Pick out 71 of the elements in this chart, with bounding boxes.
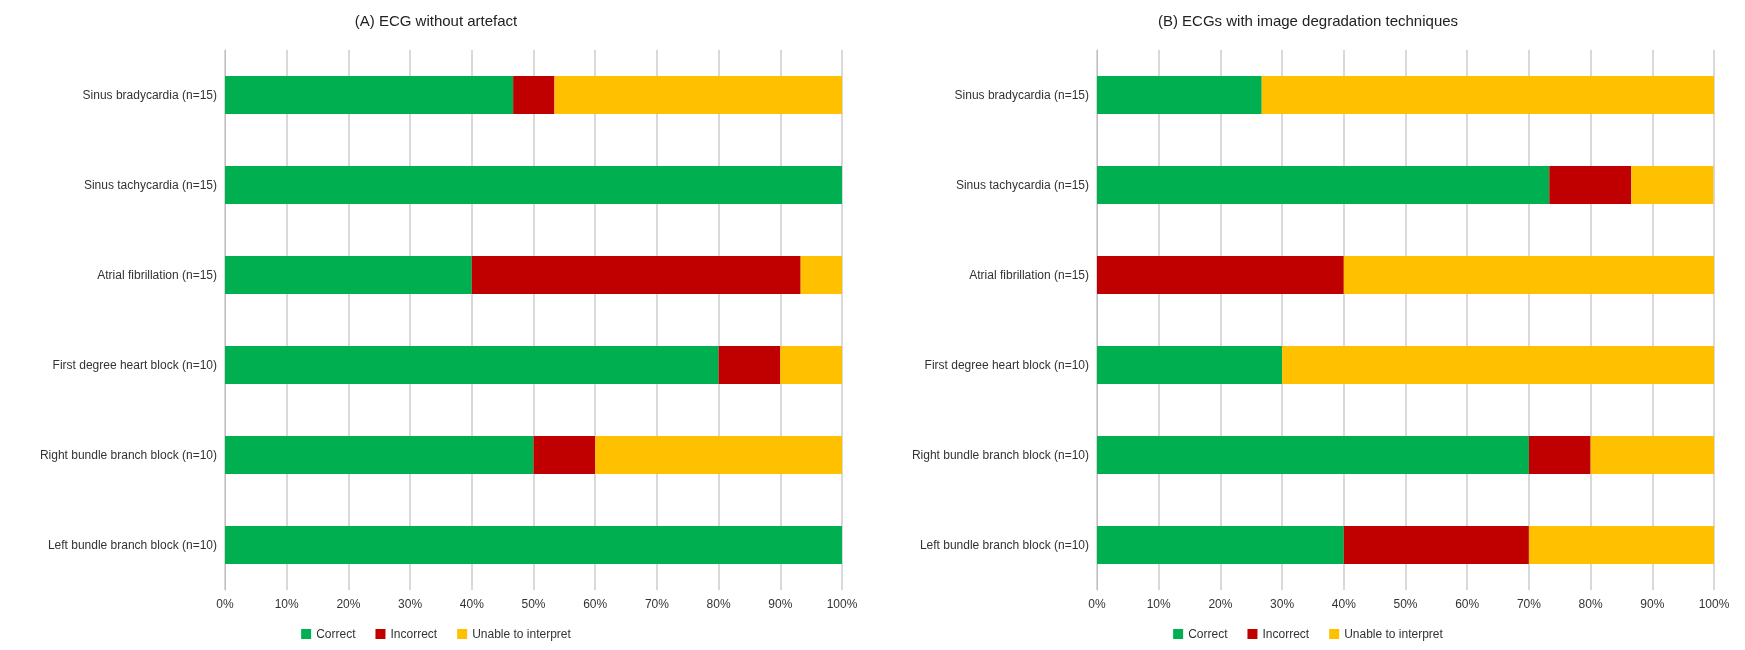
x-tick-label: 100% (826, 597, 858, 611)
bar (225, 256, 472, 294)
legend-label: Incorrect (390, 627, 438, 641)
bar (595, 436, 842, 474)
bar (1631, 166, 1714, 204)
y-tick-label: Sinus bradycardia (n=15) (82, 88, 217, 102)
x-tick-label: 90% (1640, 597, 1665, 611)
bar (1343, 256, 1714, 294)
chart-title: (A) ECG without artefact (354, 12, 519, 29)
x-tick-label: 60% (583, 597, 608, 611)
bar (225, 436, 534, 474)
bar (554, 76, 842, 114)
y-tick-label: Sinus bradycardia (n=15) (954, 88, 1089, 102)
bar (225, 346, 719, 384)
y-tick-label: Atrial fibrillation (n=15) (969, 268, 1089, 282)
x-tick-label: 100% (1698, 597, 1730, 611)
x-tick-label: 90% (768, 597, 793, 611)
x-tick-label: 30% (1270, 597, 1295, 611)
x-tick-label: 10% (1146, 597, 1172, 611)
bar (1097, 256, 1344, 294)
bar (1549, 166, 1632, 204)
x-tick-label: 30% (398, 597, 423, 611)
bar (1097, 526, 1344, 564)
bar (1282, 346, 1714, 384)
legend-label: Correct (316, 627, 357, 641)
legend-label: Unable to interpret (1344, 627, 1444, 641)
x-tick-label: 20% (1208, 597, 1233, 611)
y-tick-label: Left bundle branch block (n=10) (47, 538, 217, 552)
bar (1261, 76, 1714, 114)
chart-title: (B) ECGs with image degradation techniques (1157, 12, 1459, 29)
bar (1528, 526, 1714, 564)
legend-label: Incorrect (1262, 627, 1310, 641)
bar (225, 166, 842, 204)
x-tick-label: 10% (274, 597, 300, 611)
y-tick-label: Left bundle branch block (n=10) (919, 538, 1089, 552)
bar (800, 256, 842, 294)
bar (1097, 436, 1529, 474)
bar (471, 256, 801, 294)
bar (1528, 436, 1591, 474)
x-tick-label: 50% (1393, 597, 1418, 611)
bar (780, 346, 842, 384)
bar (225, 526, 842, 564)
y-tick-label: Atrial fibrillation (n=15) (97, 268, 217, 282)
bar (1590, 436, 1714, 474)
y-tick-label: First degree heart block (n=10) (52, 358, 217, 372)
legend-label: Correct (1188, 627, 1229, 641)
x-tick-label: 50% (521, 597, 546, 611)
bar (1097, 346, 1283, 384)
x-tick-label: 80% (706, 597, 731, 611)
y-tick-label: Sinus tachycardia (n=15) (955, 178, 1089, 192)
bar (1097, 166, 1550, 204)
x-tick-label: 70% (1516, 597, 1542, 611)
bar (1097, 76, 1262, 114)
bar (1343, 526, 1529, 564)
y-tick-label: Right bundle branch block (n=10) (911, 448, 1089, 462)
x-tick-label: 0% (1088, 597, 1106, 611)
x-tick-label: 60% (1455, 597, 1480, 611)
y-tick-label: Sinus tachycardia (n=15) (83, 178, 217, 192)
x-tick-label: 40% (1331, 597, 1357, 611)
x-tick-label: 40% (459, 597, 485, 611)
x-tick-label: 70% (644, 597, 670, 611)
bar (513, 76, 555, 114)
bar (533, 436, 596, 474)
legend-label: Unable to interpret (472, 627, 572, 641)
x-tick-label: 0% (216, 597, 234, 611)
x-tick-label: 20% (336, 597, 361, 611)
x-tick-label: 80% (1578, 597, 1603, 611)
bar (718, 346, 781, 384)
y-tick-label: First degree heart block (n=10) (924, 358, 1089, 372)
bar (225, 76, 514, 114)
y-tick-label: Right bundle branch block (n=10) (39, 448, 217, 462)
